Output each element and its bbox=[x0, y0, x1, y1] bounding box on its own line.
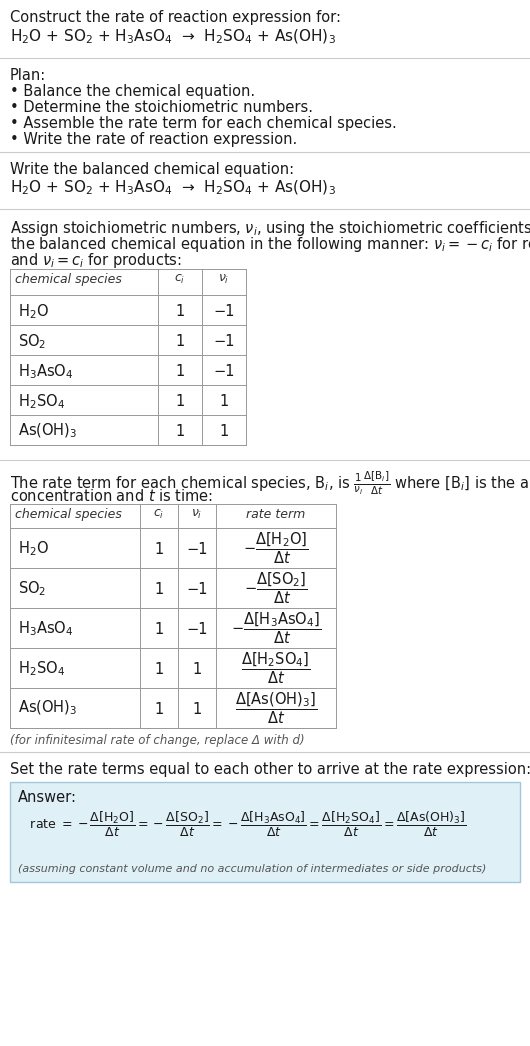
Text: 1: 1 bbox=[154, 582, 164, 597]
Text: the balanced chemical equation in the following manner: $\nu_i = -c_i$ for react: the balanced chemical equation in the fo… bbox=[10, 235, 530, 254]
Text: −1: −1 bbox=[186, 582, 208, 597]
Text: $-\dfrac{\Delta[\mathrm{SO_2}]}{\Delta t}$: $-\dfrac{\Delta[\mathrm{SO_2}]}{\Delta t… bbox=[244, 570, 308, 606]
Text: $\nu_i$: $\nu_i$ bbox=[218, 273, 229, 287]
Text: (for infinitesimal rate of change, replace Δ with d): (for infinitesimal rate of change, repla… bbox=[10, 734, 305, 747]
Text: 1: 1 bbox=[192, 662, 201, 677]
Text: H$_3$AsO$_4$: H$_3$AsO$_4$ bbox=[18, 619, 73, 638]
Text: H$_2$O: H$_2$O bbox=[18, 539, 49, 558]
Text: The rate term for each chemical species, B$_i$, is $\frac{1}{\nu_i}\frac{\Delta[: The rate term for each chemical species,… bbox=[10, 470, 530, 498]
Text: Construct the rate of reaction expression for:: Construct the rate of reaction expressio… bbox=[10, 10, 341, 25]
Text: H$_2$SO$_4$: H$_2$SO$_4$ bbox=[18, 659, 65, 678]
Text: concentration and $t$ is time:: concentration and $t$ is time: bbox=[10, 488, 213, 504]
Text: chemical species: chemical species bbox=[15, 273, 122, 286]
Text: −1: −1 bbox=[186, 622, 208, 637]
Text: • Assemble the rate term for each chemical species.: • Assemble the rate term for each chemic… bbox=[10, 116, 397, 131]
Text: As(OH)$_3$: As(OH)$_3$ bbox=[18, 422, 77, 440]
Text: As(OH)$_3$: As(OH)$_3$ bbox=[18, 699, 77, 718]
Text: $\nu_i$: $\nu_i$ bbox=[191, 508, 202, 521]
Text: 1: 1 bbox=[219, 394, 228, 409]
Text: Assign stoichiometric numbers, $\nu_i$, using the stoichiometric coefficients, $: Assign stoichiometric numbers, $\nu_i$, … bbox=[10, 219, 530, 238]
Text: $c_i$: $c_i$ bbox=[153, 508, 165, 521]
Text: H$_2$O + SO$_2$ + H$_3$AsO$_4$  →  H$_2$SO$_4$ + As(OH)$_3$: H$_2$O + SO$_2$ + H$_3$AsO$_4$ → H$_2$SO… bbox=[10, 179, 336, 198]
Text: Write the balanced chemical equation:: Write the balanced chemical equation: bbox=[10, 162, 294, 177]
Text: rate term: rate term bbox=[246, 508, 306, 521]
Text: 1: 1 bbox=[154, 622, 164, 637]
Text: 1: 1 bbox=[192, 702, 201, 717]
Text: SO$_2$: SO$_2$ bbox=[18, 579, 46, 597]
Text: 1: 1 bbox=[175, 304, 184, 319]
Text: and $\nu_i = c_i$ for products:: and $\nu_i = c_i$ for products: bbox=[10, 251, 182, 270]
Text: H$_3$AsO$_4$: H$_3$AsO$_4$ bbox=[18, 362, 73, 381]
Text: H$_2$O + SO$_2$ + H$_3$AsO$_4$  →  H$_2$SO$_4$ + As(OH)$_3$: H$_2$O + SO$_2$ + H$_3$AsO$_4$ → H$_2$SO… bbox=[10, 28, 336, 46]
Text: 1: 1 bbox=[175, 364, 184, 379]
Text: H$_2$SO$_4$: H$_2$SO$_4$ bbox=[18, 392, 65, 411]
Text: 1: 1 bbox=[154, 542, 164, 558]
Text: rate $= -\dfrac{\Delta[\mathrm{H_2O}]}{\Delta t} = -\dfrac{\Delta[\mathrm{SO_2}]: rate $= -\dfrac{\Delta[\mathrm{H_2O}]}{\… bbox=[18, 810, 466, 839]
Text: $-\dfrac{\Delta[\mathrm{H_2O}]}{\Delta t}$: $-\dfrac{\Delta[\mathrm{H_2O}]}{\Delta t… bbox=[243, 530, 308, 566]
Text: (assuming constant volume and no accumulation of intermediates or side products): (assuming constant volume and no accumul… bbox=[18, 864, 487, 874]
Text: $c_i$: $c_i$ bbox=[174, 273, 186, 287]
Text: $-\dfrac{\Delta[\mathrm{H_3AsO_4}]}{\Delta t}$: $-\dfrac{\Delta[\mathrm{H_3AsO_4}]}{\Del… bbox=[231, 610, 321, 645]
Text: chemical species: chemical species bbox=[15, 508, 122, 521]
Text: −1: −1 bbox=[186, 542, 208, 558]
Text: 1: 1 bbox=[175, 424, 184, 439]
Text: H$_2$O: H$_2$O bbox=[18, 302, 49, 321]
Text: • Determine the stoichiometric numbers.: • Determine the stoichiometric numbers. bbox=[10, 100, 313, 115]
Text: • Write the rate of reaction expression.: • Write the rate of reaction expression. bbox=[10, 132, 297, 147]
Text: 1: 1 bbox=[175, 334, 184, 349]
Text: 1: 1 bbox=[154, 662, 164, 677]
Text: −1: −1 bbox=[213, 304, 235, 319]
Text: $\dfrac{\Delta[\mathrm{H_2SO_4}]}{\Delta t}$: $\dfrac{\Delta[\mathrm{H_2SO_4}]}{\Delta… bbox=[241, 651, 311, 686]
Text: −1: −1 bbox=[213, 334, 235, 349]
Text: 1: 1 bbox=[154, 702, 164, 717]
Text: −1: −1 bbox=[213, 364, 235, 379]
Text: $\dfrac{\Delta[\mathrm{As(OH)_3}]}{\Delta t}$: $\dfrac{\Delta[\mathrm{As(OH)_3}]}{\Delt… bbox=[235, 690, 317, 726]
Text: Plan:: Plan: bbox=[10, 68, 46, 83]
Text: SO$_2$: SO$_2$ bbox=[18, 332, 46, 350]
Text: 1: 1 bbox=[219, 424, 228, 439]
FancyBboxPatch shape bbox=[10, 782, 520, 882]
Text: 1: 1 bbox=[175, 394, 184, 409]
Text: Answer:: Answer: bbox=[18, 790, 77, 805]
Text: Set the rate terms equal to each other to arrive at the rate expression:: Set the rate terms equal to each other t… bbox=[10, 761, 530, 777]
Text: • Balance the chemical equation.: • Balance the chemical equation. bbox=[10, 84, 255, 99]
